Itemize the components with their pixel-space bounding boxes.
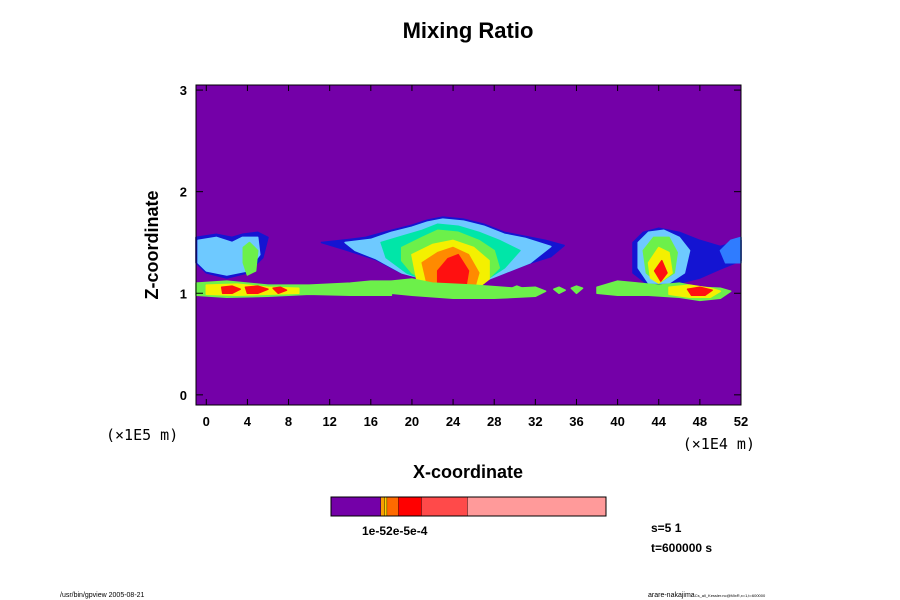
y-axis-ticks: 0 1 2 3 bbox=[180, 83, 741, 403]
time-annotation: t=600000 s bbox=[651, 541, 712, 555]
colorbar-segment bbox=[421, 497, 469, 516]
x-tick-label: 48 bbox=[693, 414, 707, 429]
y-tick-label: 0 bbox=[180, 388, 187, 403]
region-band-left-red1 bbox=[220, 285, 241, 295]
x-tick-label: 16 bbox=[364, 414, 378, 429]
y-axis-unit: (×1E5 m) bbox=[106, 426, 178, 444]
x-tick-label: 0 bbox=[203, 414, 210, 429]
x-tick-label: 28 bbox=[487, 414, 501, 429]
y-axis-label: Z-coordinate bbox=[142, 190, 162, 299]
region-blob-36 bbox=[570, 285, 584, 295]
region-band-main bbox=[390, 278, 547, 300]
x-tick-label: 24 bbox=[446, 414, 461, 429]
x-tick-label: 36 bbox=[569, 414, 583, 429]
colorbar-segment bbox=[331, 497, 382, 516]
x-axis-label: X-coordinate bbox=[413, 462, 523, 482]
colorbar-segment bbox=[398, 497, 422, 516]
footer-left: /usr/bin/gpview 2005-08-21 bbox=[60, 592, 145, 599]
region-band-right-red bbox=[686, 286, 713, 297]
plot-frame bbox=[195, 84, 742, 406]
y-tick-label: 3 bbox=[180, 83, 187, 98]
y-tick-label: 1 bbox=[180, 286, 187, 301]
colorbar-tick-label: 1e-52e-5e-4 bbox=[362, 524, 428, 538]
colorbar: 1e-52e-5e-4 bbox=[330, 496, 607, 538]
colorbar-segment bbox=[467, 497, 607, 516]
colorbar-segment bbox=[384, 497, 388, 516]
footer-right: arare-nakajimaCs_all_Kessler.nc@MixR,x=1… bbox=[648, 592, 766, 599]
region-blob-34 bbox=[553, 286, 566, 295]
footer-right-small: Cs_all_Kessler.nc@MixR,x=1,t=600000 bbox=[695, 593, 766, 598]
colorbar-segment bbox=[387, 497, 399, 516]
x-tick-label: 8 bbox=[285, 414, 292, 429]
x-tick-label: 20 bbox=[405, 414, 419, 429]
region-left-cloud-green bbox=[242, 241, 259, 276]
x-tick-label: 12 bbox=[322, 414, 336, 429]
colorbar-segments bbox=[331, 497, 607, 516]
x-tick-label: 44 bbox=[652, 414, 667, 429]
colorbar-segment bbox=[380, 497, 386, 516]
x-axis-unit: (×1E4 m) bbox=[683, 435, 755, 453]
region-right-cloud-red bbox=[653, 259, 668, 282]
footer-right-main: arare-nakajima bbox=[648, 592, 695, 599]
region-band-left-red3 bbox=[272, 286, 288, 295]
x-tick-label: 52 bbox=[734, 414, 748, 429]
region-blob-30 bbox=[508, 285, 526, 295]
region-band-left-red2 bbox=[244, 285, 269, 295]
x-axis-ticks: 0 4 8 12 16 20 24 28 32 36 40 44 48 52 bbox=[203, 85, 748, 429]
step-annotation: s=5 1 bbox=[651, 521, 682, 535]
x-tick-label: 32 bbox=[528, 414, 542, 429]
x-tick-label: 40 bbox=[610, 414, 624, 429]
y-tick-label: 2 bbox=[180, 185, 187, 200]
colorbar-frame bbox=[330, 496, 607, 517]
x-tick-label: 4 bbox=[244, 414, 252, 429]
chart-title: Mixing Ratio bbox=[403, 18, 534, 43]
